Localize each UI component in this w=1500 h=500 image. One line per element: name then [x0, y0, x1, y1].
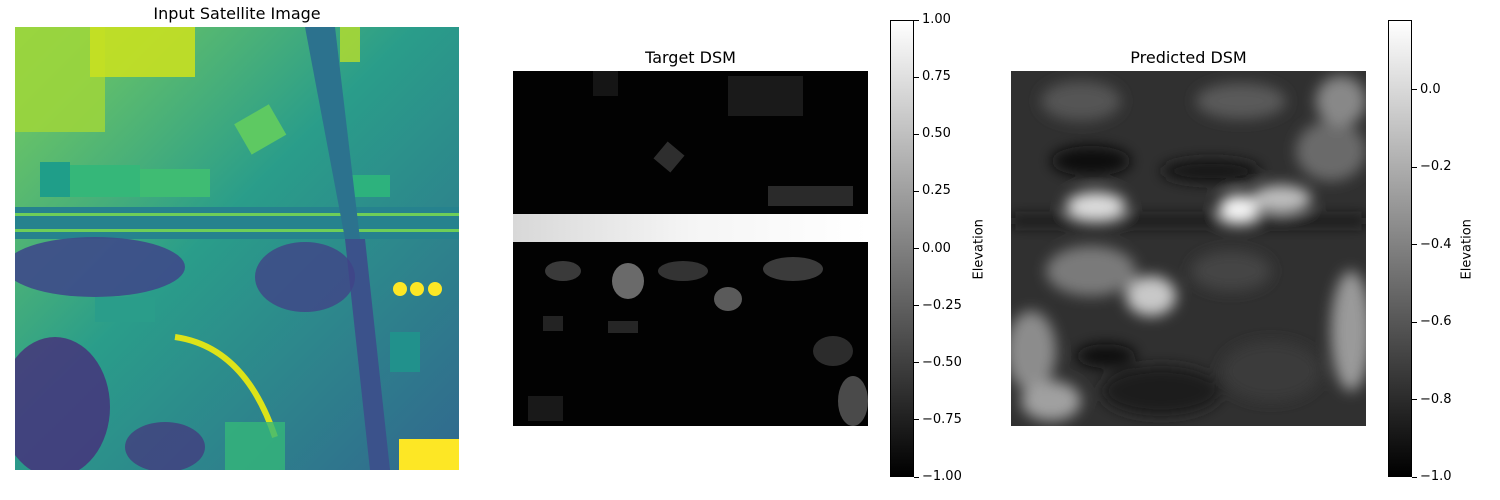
- predicted-colorbar-tick-label: −0.4: [1420, 236, 1452, 252]
- predicted-colorbar-tick-mark: [1412, 321, 1417, 323]
- target-colorbar-tick-mark: [914, 19, 919, 21]
- target-colorbar-tick-mark: [914, 190, 919, 192]
- target-colorbar-tick-label: 0.00: [922, 240, 951, 256]
- target-colorbar-tick-mark: [914, 362, 919, 364]
- target-colorbar-tick-label: −0.25: [922, 297, 962, 313]
- target-colorbar-tick-label: −0.50: [922, 354, 962, 370]
- predicted-colorbar-tick-label: −0.6: [1420, 314, 1452, 330]
- target-colorbar-tick-label: 0.25: [922, 183, 951, 199]
- target-colorbar-tick-mark: [914, 419, 919, 421]
- input-image-title: Input Satellite Image: [153, 4, 321, 23]
- satellite-image-svg: [15, 27, 459, 470]
- predicted-dsm-image: [1011, 71, 1366, 426]
- target-colorbar-tick-label: 0.50: [922, 126, 951, 142]
- target-colorbar-tick-mark: [914, 133, 919, 135]
- predicted-colorbar-tick-label: −1.0: [1420, 469, 1452, 484]
- predicted-colorbar-tick-label: 0.0: [1420, 81, 1441, 97]
- input-satellite-image: [15, 27, 459, 470]
- predicted-dsm-colorbar-label: Elevation: [1459, 219, 1475, 280]
- target-dsm-svg: [513, 71, 868, 426]
- predicted-colorbar-tick-label: −0.2: [1420, 159, 1452, 175]
- predicted-colorbar-tick-mark: [1412, 166, 1417, 168]
- predicted-dsm-colorbar: [1388, 20, 1412, 477]
- target-colorbar-tick-mark: [914, 305, 919, 307]
- target-dsm-colorbar-label: Elevation: [971, 219, 987, 280]
- predicted-colorbar-tick-mark: [1412, 89, 1417, 91]
- target-colorbar-tick-label: 0.75: [922, 69, 951, 85]
- target-colorbar-tick-mark: [914, 76, 919, 78]
- target-colorbar-tick-label: 1.00: [922, 12, 951, 27]
- predicted-dsm-svg: [1011, 71, 1366, 426]
- predicted-colorbar-tick-mark: [1412, 399, 1417, 401]
- predicted-dsm-title: Predicted DSM: [1130, 48, 1247, 67]
- target-colorbar-tick-label: −0.75: [922, 411, 962, 427]
- target-dsm-title: Target DSM: [645, 48, 736, 67]
- predicted-colorbar-tick-mark: [1412, 476, 1417, 478]
- target-dsm-colorbar: [890, 20, 914, 477]
- target-colorbar-tick-mark: [914, 248, 919, 249]
- predicted-colorbar-tick-label: −0.8: [1420, 391, 1452, 407]
- target-colorbar-tick-label: −1.00: [922, 469, 962, 484]
- predicted-colorbar-tick-mark: [1412, 244, 1417, 246]
- target-dsm-image: [513, 71, 868, 426]
- target-colorbar-tick-mark: [914, 476, 919, 478]
